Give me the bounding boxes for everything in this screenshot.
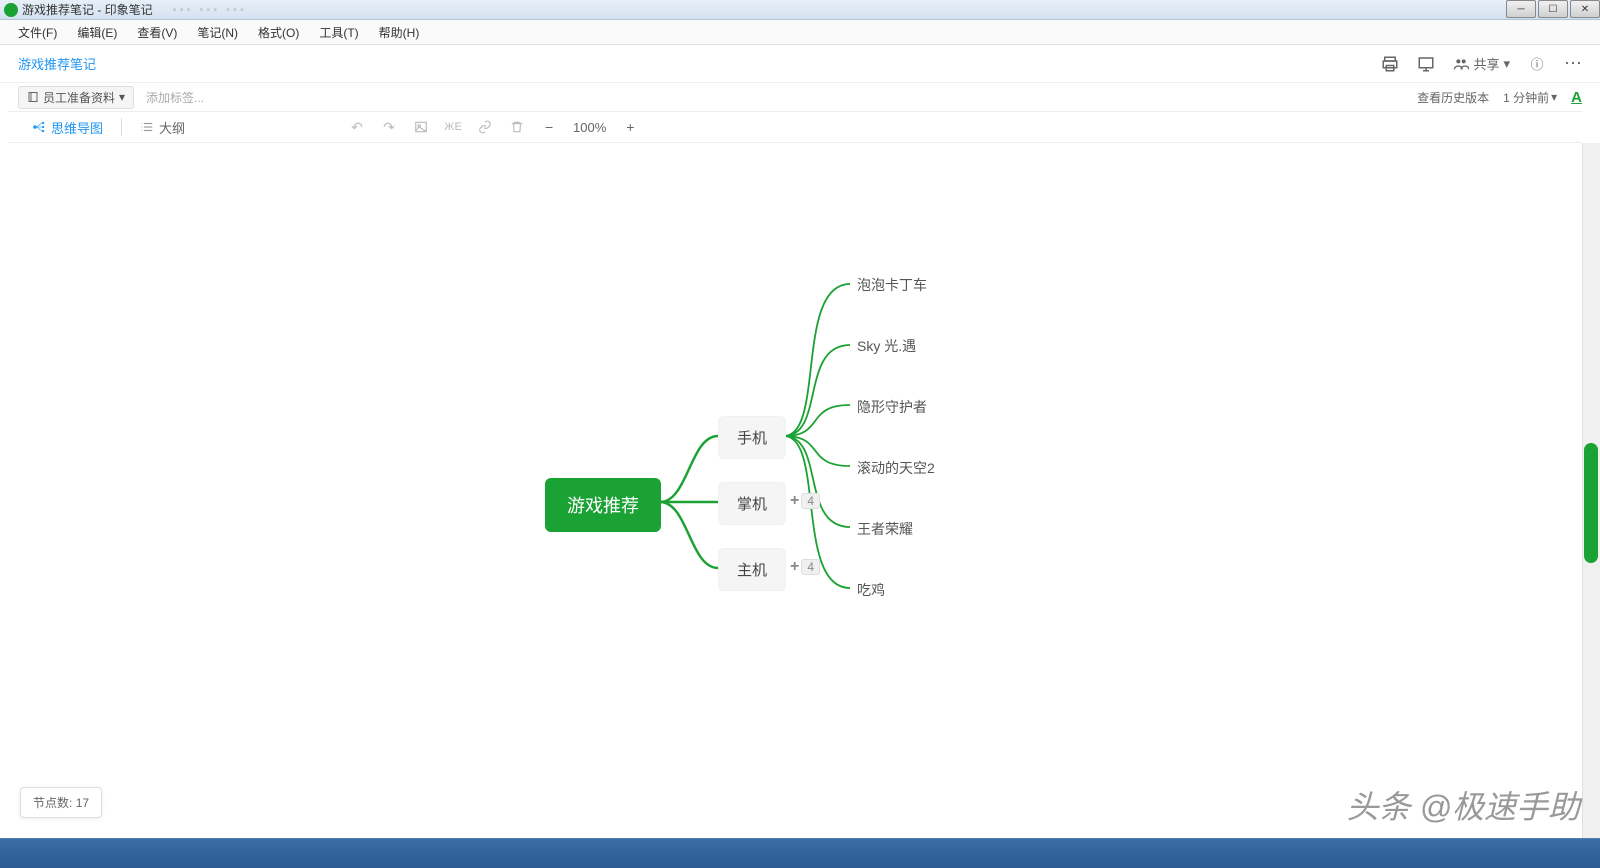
info-icon[interactable]: ⓘ [1528,55,1546,73]
redo-icon[interactable]: ↷ [375,115,403,139]
share-label: 共享 [1473,54,1499,73]
separator [121,118,122,136]
chevron-down-icon: ▾ [1503,56,1510,72]
menu-edit[interactable]: 编辑(E) [67,24,127,41]
menu-note[interactable]: 笔记(N) [187,24,248,41]
present-icon[interactable] [1417,55,1435,73]
notebook-selector[interactable]: 员工准备资料 ▾ [18,86,134,109]
mindmap-leaf-node[interactable]: 泡泡卡丁车 [857,275,927,295]
zoom-out-icon[interactable]: − [535,115,563,139]
watermark-text: 头条 @极速手助 [1347,782,1580,828]
tag-bar: 员工准备资料 ▾ 添加标签... 查看历史版本 1 分钟前 ▾ A [0,83,1600,111]
mindmap-root-node[interactable]: 游戏推荐 [545,478,661,532]
app-icon [4,3,18,17]
mindmap-leaf-node[interactable]: Sky 光.遇 [857,336,916,356]
mindmap-canvas[interactable]: 游戏推荐手机掌机+4主机+4泡泡卡丁车Sky 光.遇隐形守护者滚动的天空2王者荣… [0,143,1600,868]
plus-icon: + [790,492,799,510]
print-icon[interactable] [1381,55,1399,73]
menu-tools[interactable]: 工具(T) [309,24,368,41]
mindmap-leaf-node[interactable]: 滚动的天空2 [857,458,935,478]
more-icon[interactable]: ⋯ [1564,55,1582,73]
mindmap-leaf-node[interactable]: 隐形守护者 [857,397,927,417]
node-count-badge: 节点数: 17 [20,787,102,818]
image-icon[interactable] [407,115,435,139]
add-tag-input[interactable]: 添加标签... [146,89,204,106]
chevron-down-icon: ▾ [119,90,125,104]
tab-outline[interactable]: 大纲 [130,114,195,141]
cut-icon[interactable]: ЖЕ [439,115,467,139]
window-title: 游戏推荐笔记 - 印象笔记 [22,1,153,18]
maximize-button[interactable]: ☐ [1538,0,1568,18]
mindmap-branch-node[interactable]: 掌机 [718,482,786,525]
plus-icon: + [790,558,799,576]
view-history-link[interactable]: 查看历史版本 [1417,89,1489,106]
mindmap-leaf-node[interactable]: 吃鸡 [857,580,885,600]
menu-format[interactable]: 格式(O) [248,24,309,41]
vertical-scrollbar[interactable] [1582,143,1600,868]
mindmap-toolbar: 思维导图 大纲 ↶ ↷ ЖЕ − 100% + [8,111,1582,143]
chevron-down-icon: ▾ [1551,90,1557,104]
text-format-button[interactable]: A [1571,89,1582,106]
mindmap-branch-node[interactable]: 手机 [718,416,786,459]
blurred-tabs: ▪▪▪ ▪▪▪ ▪▪▪ [173,4,247,16]
menu-view[interactable]: 查看(V) [127,24,187,41]
mindmap-leaf-node[interactable]: 王者荣耀 [857,519,913,539]
menu-help[interactable]: 帮助(H) [369,24,430,41]
windows-taskbar[interactable] [0,838,1600,868]
zoom-in-icon[interactable]: + [616,115,644,139]
breadcrumb-note-title[interactable]: 游戏推荐笔记 [18,54,96,73]
expand-children-button[interactable]: +4 [790,492,820,510]
share-button[interactable]: 共享 ▾ [1453,54,1510,73]
zoom-level[interactable]: 100% [567,120,612,135]
window-titlebar: 游戏推荐笔记 - 印象笔记 ▪▪▪ ▪▪▪ ▪▪▪ ─ ☐ ✕ [0,0,1600,20]
link-icon[interactable] [471,115,499,139]
expand-children-button[interactable]: +4 [790,558,820,576]
collapsed-count: 4 [801,493,820,509]
scroll-thumb[interactable] [1584,443,1598,563]
undo-icon[interactable]: ↶ [343,115,371,139]
notebook-name: 员工准备资料 [43,89,115,106]
collapsed-count: 4 [801,559,820,575]
close-button[interactable]: ✕ [1570,0,1600,18]
delete-icon[interactable] [503,115,531,139]
header-bar: 游戏推荐笔记 共享 ▾ ⓘ ⋯ [0,45,1600,83]
minimize-button[interactable]: ─ [1506,0,1536,18]
menu-bar: 文件(F) 编辑(E) 查看(V) 笔记(N) 格式(O) 工具(T) 帮助(H… [0,20,1600,45]
tab-mindmap[interactable]: 思维导图 [22,114,113,141]
last-modified-time[interactable]: 1 分钟前 ▾ [1503,89,1557,106]
menu-file[interactable]: 文件(F) [8,24,67,41]
mindmap-branch-node[interactable]: 主机 [718,548,786,591]
